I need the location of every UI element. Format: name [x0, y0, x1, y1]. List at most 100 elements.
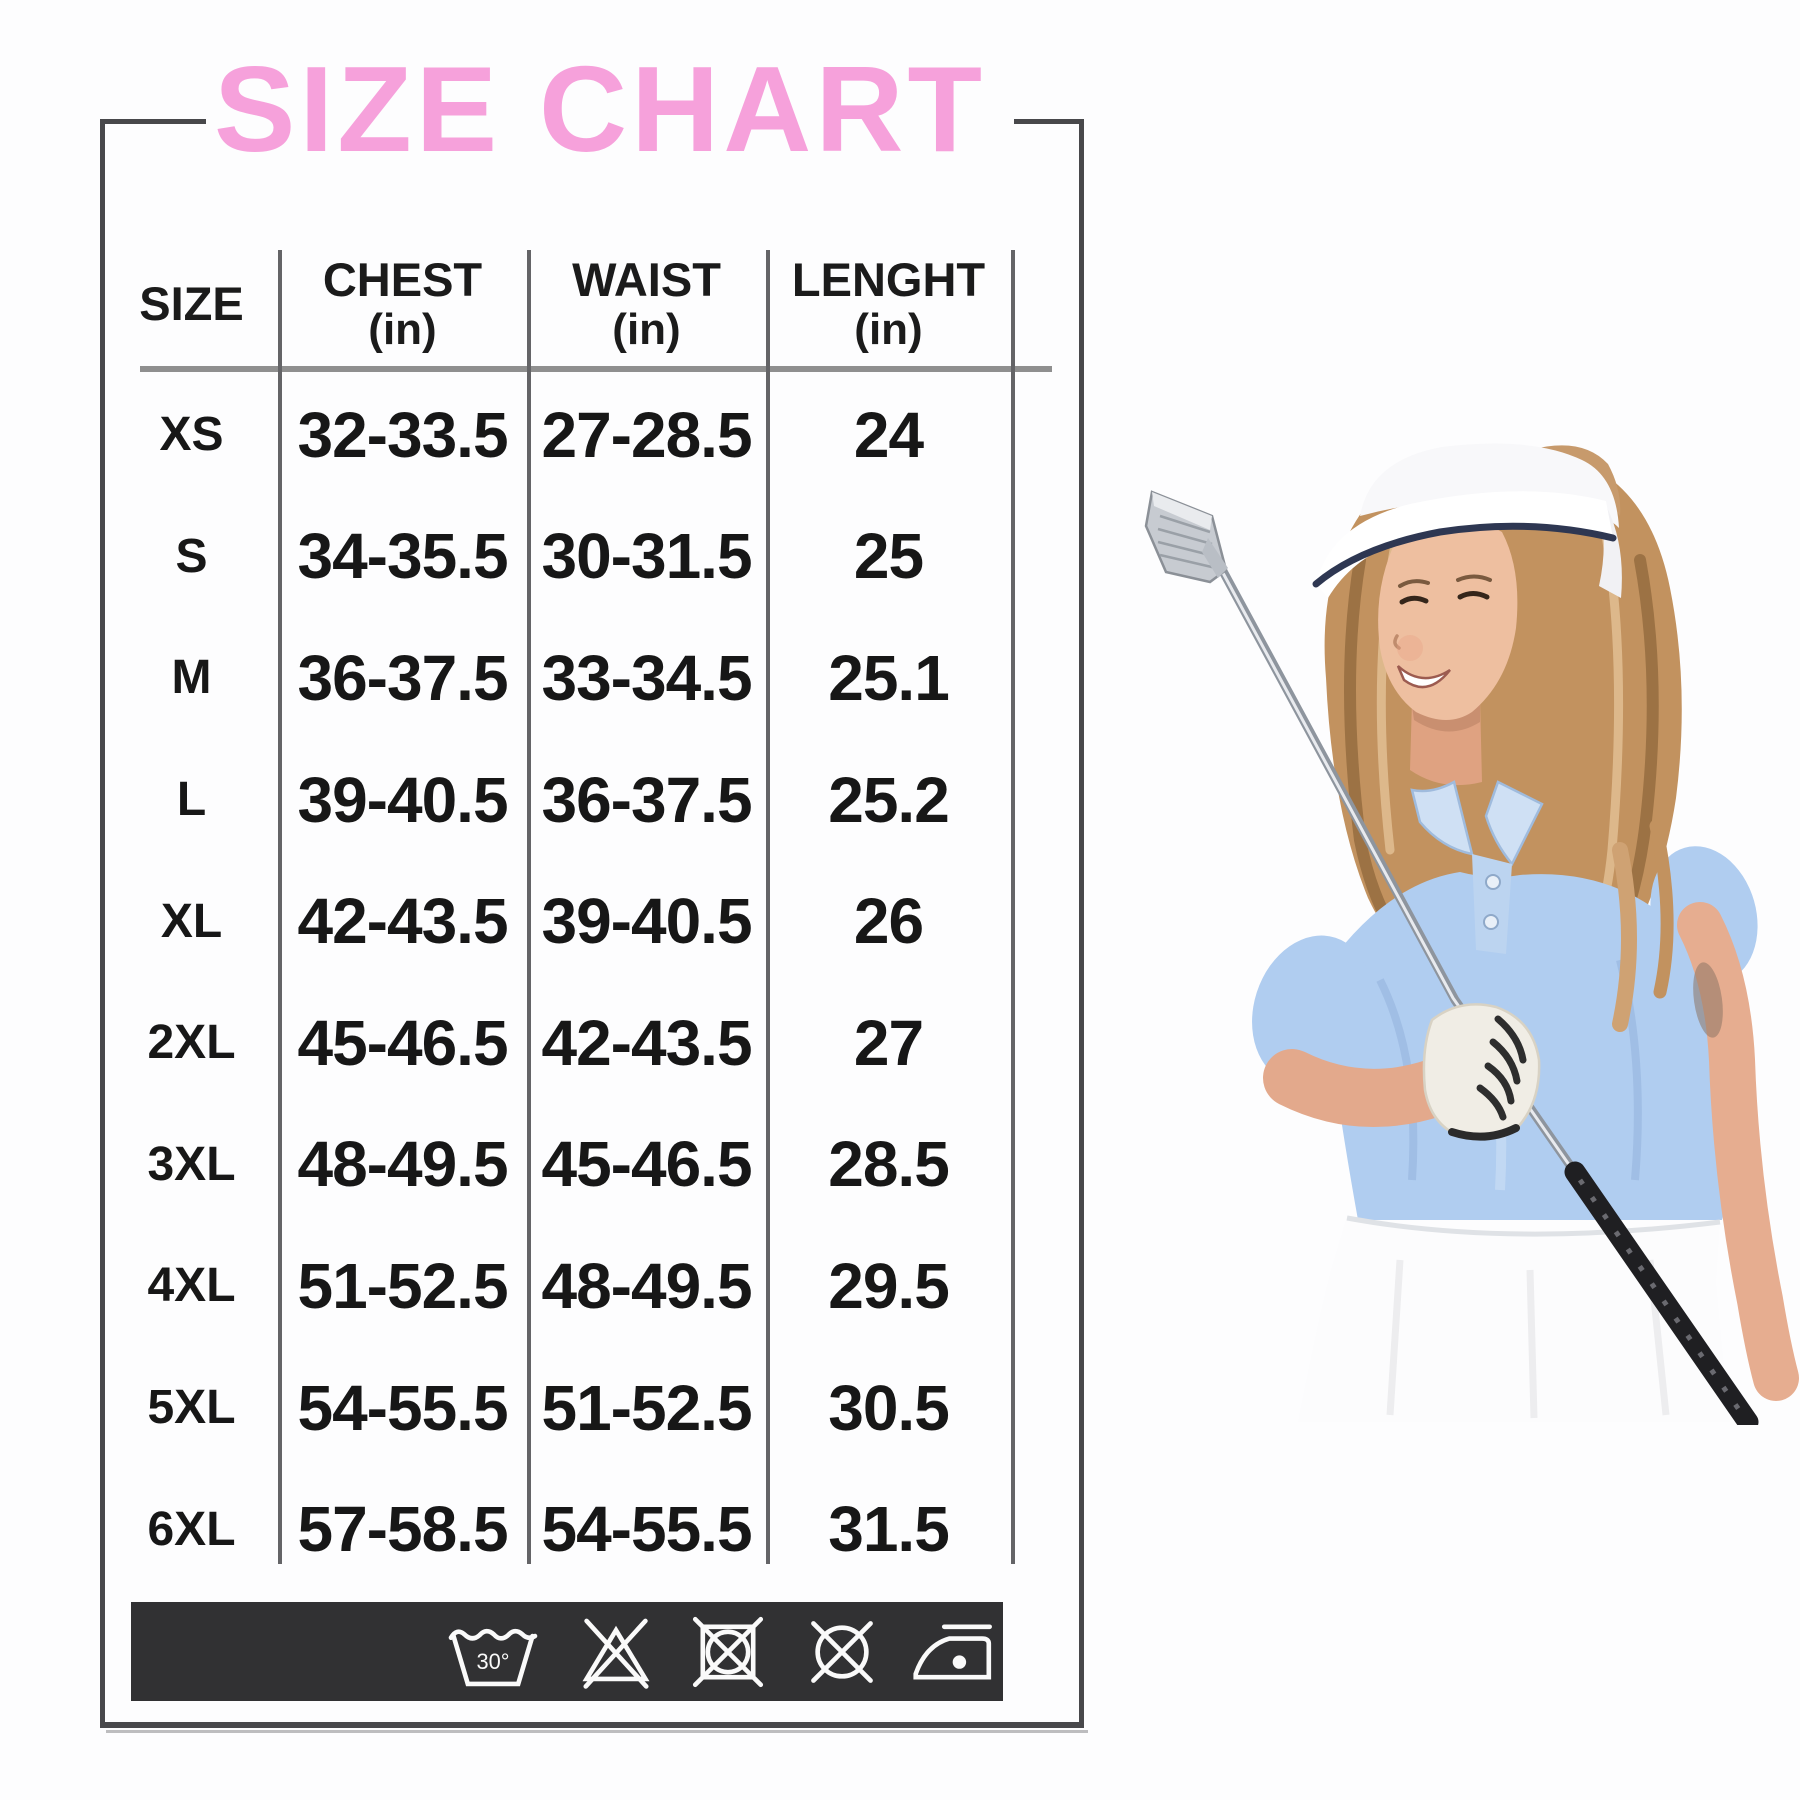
header-length: LENGHT (in): [766, 240, 1011, 368]
frame-border-bottom: [100, 1722, 1084, 1728]
column-divider-3: [766, 250, 770, 1564]
size-label: XL: [160, 894, 223, 948]
header-waist-label: WAIST: [572, 253, 721, 306]
chest-value: 54-55.5: [297, 1371, 508, 1444]
waist-value: 33-34.5: [541, 641, 752, 714]
chest-value: 45-46.5: [297, 1006, 508, 1079]
header-chest-label: CHEST: [322, 253, 483, 306]
length-value: 27: [853, 1006, 924, 1079]
glove-cuff: [1448, 1124, 1520, 1141]
frame-border-top-right: [1014, 119, 1084, 124]
chest-value: 34-35.5: [297, 520, 508, 593]
chest-value: 48-49.5: [297, 1128, 508, 1201]
waist-value: 27-28.5: [541, 398, 752, 471]
size-label: 4XL: [147, 1259, 236, 1313]
frame-border-left: [100, 119, 105, 1728]
chest-value: 57-58.5: [297, 1493, 508, 1566]
chest-value: 32-33.5: [297, 398, 508, 471]
frame-shadow: [106, 1730, 1088, 1733]
do-not-dry-clean-icon: [796, 1610, 888, 1694]
header-underline: [140, 366, 1052, 372]
size-label: L: [176, 773, 207, 827]
golf-club: [1144, 490, 1759, 1425]
nose: [1393, 634, 1401, 650]
do-not-bleach-icon: [570, 1610, 662, 1694]
waist-value: 39-40.5: [541, 885, 752, 958]
header-length-unit: (in): [854, 305, 923, 354]
size-label: XS: [159, 408, 224, 462]
header-waist: WAIST (in): [527, 240, 766, 368]
header-chest: CHEST (in): [278, 240, 527, 368]
visor-trim: [1312, 522, 1617, 588]
frame-border-right: [1079, 119, 1084, 1728]
right-eye: [1457, 591, 1490, 600]
waist-value: 42-43.5: [541, 1006, 752, 1079]
svg-text:30°: 30°: [476, 1649, 509, 1674]
polo-shirt: [1252, 780, 1758, 1220]
length-value: 24: [853, 398, 924, 471]
do-not-tumble-dry-icon: [682, 1610, 774, 1694]
length-value: 25.2: [828, 763, 950, 836]
cheek-blush: [1397, 635, 1423, 661]
face: [1378, 519, 1518, 720]
size-label: 3XL: [147, 1137, 236, 1191]
waist-value: 45-46.5: [541, 1128, 752, 1201]
button: [1483, 914, 1499, 930]
length-value: 25.1: [828, 641, 950, 714]
size-label: 2XL: [147, 1016, 236, 1070]
size-label: M: [171, 651, 212, 705]
hair-strand: [1649, 819, 1674, 999]
left-forearm: [1263, 1049, 1463, 1127]
length-value: 31.5: [828, 1493, 950, 1566]
size-table-body: XS 32-33.5 27-28.5 24 S 34-35.5 30-31.5 …: [105, 374, 1011, 1590]
tattoo: [1693, 962, 1723, 1038]
chest-value: 36-37.5: [297, 641, 508, 714]
length-value: 25: [853, 520, 924, 593]
length-value: 28.5: [828, 1128, 950, 1201]
header-waist-unit: (in): [612, 305, 681, 354]
machine-wash-30-icon: 30°: [437, 1610, 549, 1694]
waist-value: 54-55.5: [541, 1493, 752, 1566]
waist-value: 36-37.5: [541, 763, 752, 836]
right-eyebrow: [1456, 574, 1492, 582]
right-arm: [1677, 902, 1799, 1401]
column-divider-1: [278, 250, 282, 1564]
waist-value: 48-49.5: [541, 1249, 752, 1322]
header-size-label: SIZE: [139, 277, 244, 330]
length-value: 26: [853, 885, 924, 958]
club-grip: [1564, 1161, 1759, 1425]
golf-glove: [1422, 1003, 1541, 1141]
size-label: 6XL: [147, 1502, 236, 1556]
smile: [1396, 665, 1451, 689]
hair-strand: [1612, 842, 1637, 1032]
skirt: [1298, 1215, 1730, 1422]
header-length-label: LENGHT: [791, 253, 986, 306]
column-divider-2: [527, 250, 531, 1564]
chest-value: 39-40.5: [297, 763, 508, 836]
placket: [1472, 854, 1512, 954]
sun-visor: [1312, 443, 1622, 598]
length-value: 30.5: [828, 1371, 950, 1444]
header-chest-unit: (in): [368, 305, 437, 354]
page-title: SIZE CHART: [214, 41, 986, 177]
button: [1485, 874, 1501, 890]
header-size: SIZE: [105, 240, 278, 368]
left-eye: [1399, 595, 1429, 605]
waist-value: 51-52.5: [541, 1371, 752, 1444]
iron-low-heat-icon: [902, 1610, 1000, 1694]
club-head: [1144, 490, 1228, 584]
woman-golfer-photo: [1144, 443, 1799, 1425]
care-instructions-bar: [131, 1602, 1003, 1701]
left-sleeve: [1252, 935, 1372, 1085]
chest-value: 51-52.5: [297, 1249, 508, 1322]
size-label: S: [175, 529, 208, 583]
left-eyebrow: [1398, 579, 1430, 588]
chest-value: 42-43.5: [297, 885, 508, 958]
frame-border-top-left: [100, 119, 206, 124]
column-divider-4: [1011, 250, 1015, 1564]
length-value: 29.5: [828, 1249, 950, 1322]
waist-value: 30-31.5: [541, 520, 752, 593]
size-label: 5XL: [147, 1381, 236, 1435]
table-header-row: SIZE CHEST (in) WAIST (in) LENGHT (in): [105, 240, 1011, 368]
